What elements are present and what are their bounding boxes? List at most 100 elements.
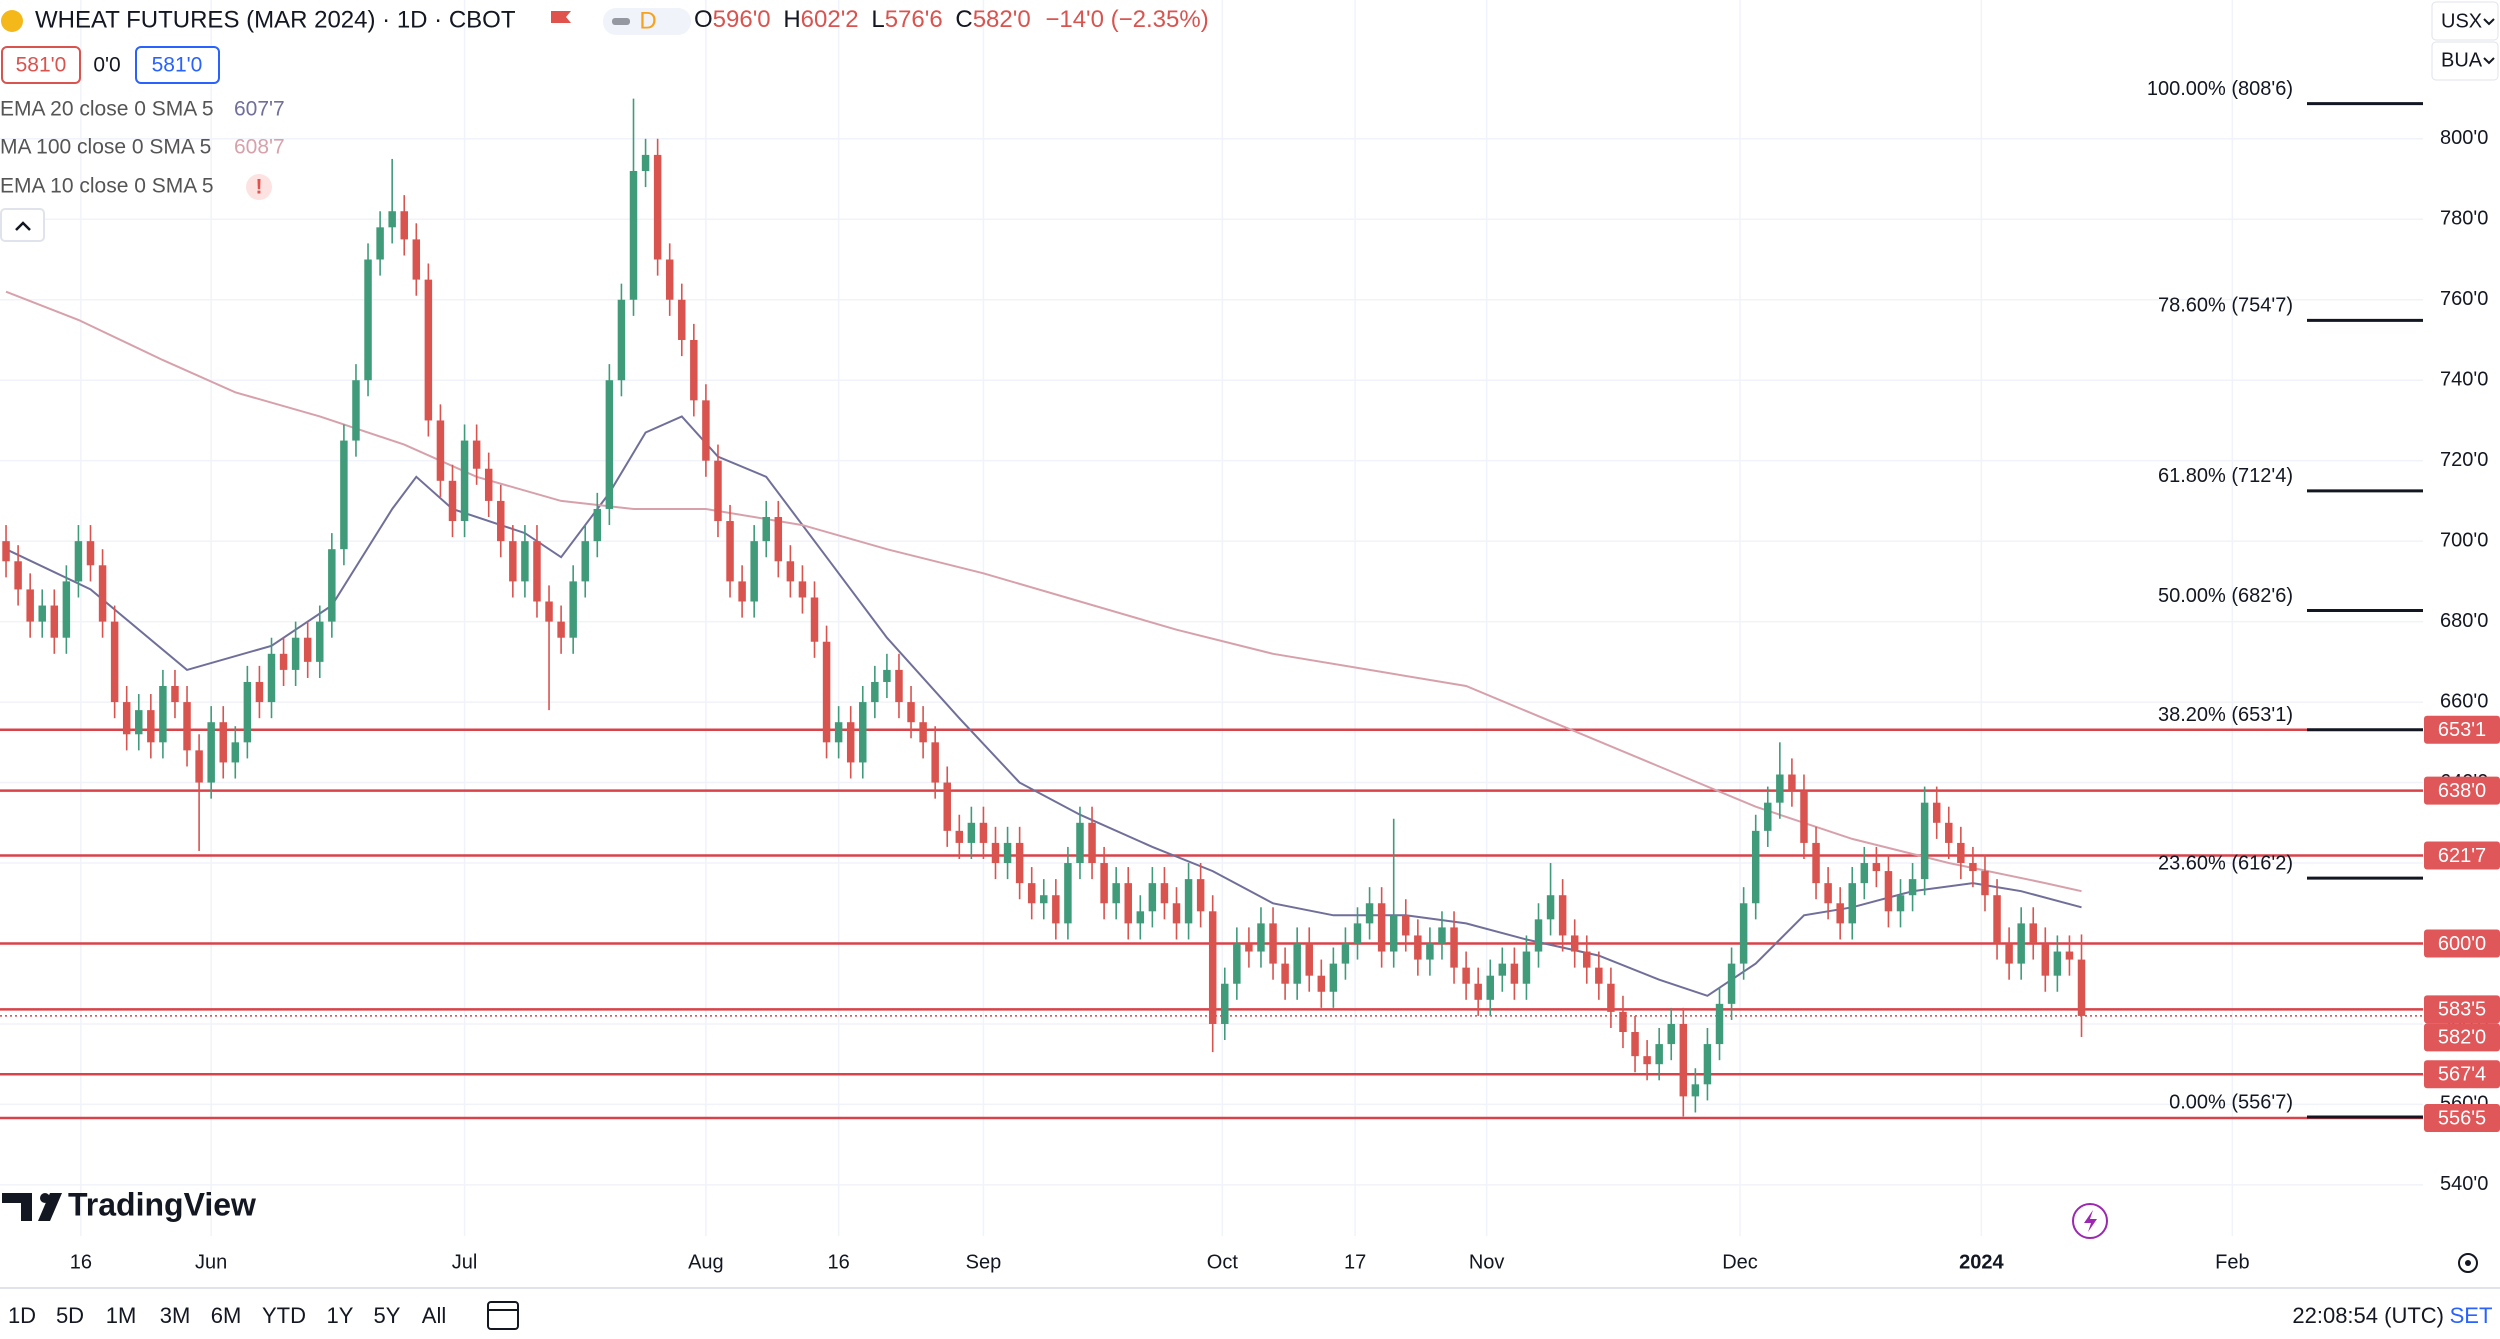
candle [617, 283, 626, 397]
candle-body [738, 581, 746, 602]
settings-icon[interactable] [2458, 1253, 2478, 1273]
range-button[interactable]: 5D [56, 1303, 84, 1328]
candle [1221, 967, 1229, 1041]
sell-button[interactable] [1, 46, 81, 84]
candle-body [665, 259, 674, 300]
candle-body [484, 468, 493, 501]
buy-button[interactable] [135, 46, 220, 84]
candle [1522, 935, 1531, 1000]
candle [2077, 934, 2086, 1038]
candle-body [448, 480, 457, 522]
range-button[interactable]: 1D [8, 1303, 36, 1328]
candle [1064, 846, 1072, 940]
candle [74, 525, 83, 598]
candle-body [1148, 883, 1157, 912]
candle-body [1896, 895, 1905, 912]
candle-body [1003, 842, 1012, 864]
candle-body [533, 541, 541, 602]
candle [1498, 947, 1507, 992]
candle [1884, 854, 1893, 928]
candle-body [159, 685, 167, 743]
candle [436, 404, 445, 497]
symbol-icon [1, 10, 23, 32]
x-tick-label: Oct [1207, 1251, 1239, 1273]
candle-body [497, 500, 505, 542]
candle [1329, 947, 1338, 1008]
range-button[interactable]: 6M [211, 1303, 242, 1328]
candle-body [62, 581, 71, 638]
fib-label: 61.80% (712'4) [2158, 465, 2293, 487]
candle-body [1365, 903, 1374, 924]
candle-body [1800, 790, 1808, 843]
ohlc-value: 596'0 [713, 6, 771, 33]
candle [1003, 826, 1012, 880]
price-tag-label: 621'7 [2438, 845, 2486, 867]
candle-body [1293, 943, 1301, 984]
price-tag [2424, 1060, 2500, 1089]
candle [62, 565, 71, 654]
candle [822, 625, 831, 759]
price-tag [2424, 715, 2500, 744]
calendar-icon[interactable] [487, 1301, 519, 1330]
candle [545, 585, 553, 711]
range-button[interactable]: 3M [160, 1303, 191, 1328]
candle-body [1932, 802, 1941, 823]
candle-body [1607, 983, 1615, 1012]
candle-body [98, 565, 107, 622]
session[interactable]: SET [2450, 1303, 2493, 1328]
candle [1993, 879, 2001, 960]
range-button[interactable]: 1M [106, 1303, 137, 1328]
sell-price[interactable]: 581'0 [16, 54, 67, 77]
currency-button[interactable] [2431, 1, 2499, 41]
candle [1860, 846, 1869, 900]
ohlc: O596'0 H602'2 L576'6 C582'0 −14'0 (−2.35… [694, 6, 1209, 33]
candle [231, 726, 240, 779]
candle-body [243, 681, 252, 743]
range-button[interactable]: All [422, 1303, 446, 1328]
candle-body [557, 621, 565, 638]
fib-label: 78.60% (754'7) [2158, 295, 2293, 317]
candle [183, 685, 191, 767]
range-button[interactable]: 1Y [327, 1303, 354, 1328]
range-button[interactable]: YTD [262, 1303, 306, 1328]
candle [1486, 959, 1494, 1016]
candle [859, 685, 867, 779]
x-tick-label: Jul [452, 1251, 478, 1273]
candle [412, 223, 421, 296]
candle-body [617, 299, 626, 381]
candle [364, 243, 372, 397]
fib-label: 100.00% (808'6) [2147, 78, 2293, 100]
flag-icon [551, 11, 571, 23]
x-tick-label: 16 [70, 1251, 92, 1273]
candle-body [1969, 863, 1977, 872]
x-tick-label: Feb [2215, 1251, 2249, 1273]
y-tick-label: 800'0 [2440, 127, 2488, 149]
price-tag-label: 556'5 [2438, 1107, 2486, 1129]
chevron [2483, 18, 2495, 26]
candle [967, 806, 976, 860]
candle-body [1908, 879, 1917, 896]
candle-body [629, 170, 638, 300]
candle-body [1112, 883, 1120, 904]
candle [1546, 863, 1555, 936]
candle [424, 263, 433, 437]
candle [328, 533, 336, 638]
currency[interactable]: USX [2441, 10, 2482, 32]
candle-body [967, 822, 976, 843]
candle [1631, 1015, 1639, 1073]
candle-body [14, 561, 22, 590]
candle-body [1474, 983, 1482, 1000]
fib-label: 38.20% (653'1) [2158, 704, 2293, 726]
candle-body [1836, 903, 1844, 924]
candle [1607, 967, 1615, 1028]
candle [171, 669, 179, 719]
unit[interactable]: BUA [2441, 49, 2483, 71]
candle [1570, 919, 1579, 968]
unit-button[interactable] [2431, 41, 2499, 81]
candle-body [641, 154, 650, 171]
range-button[interactable]: 5Y [374, 1303, 401, 1328]
buy-price[interactable]: 581'0 [152, 54, 203, 77]
candle-body [605, 380, 614, 509]
legend-value: 608'7 [234, 136, 285, 159]
candle [1124, 867, 1132, 940]
